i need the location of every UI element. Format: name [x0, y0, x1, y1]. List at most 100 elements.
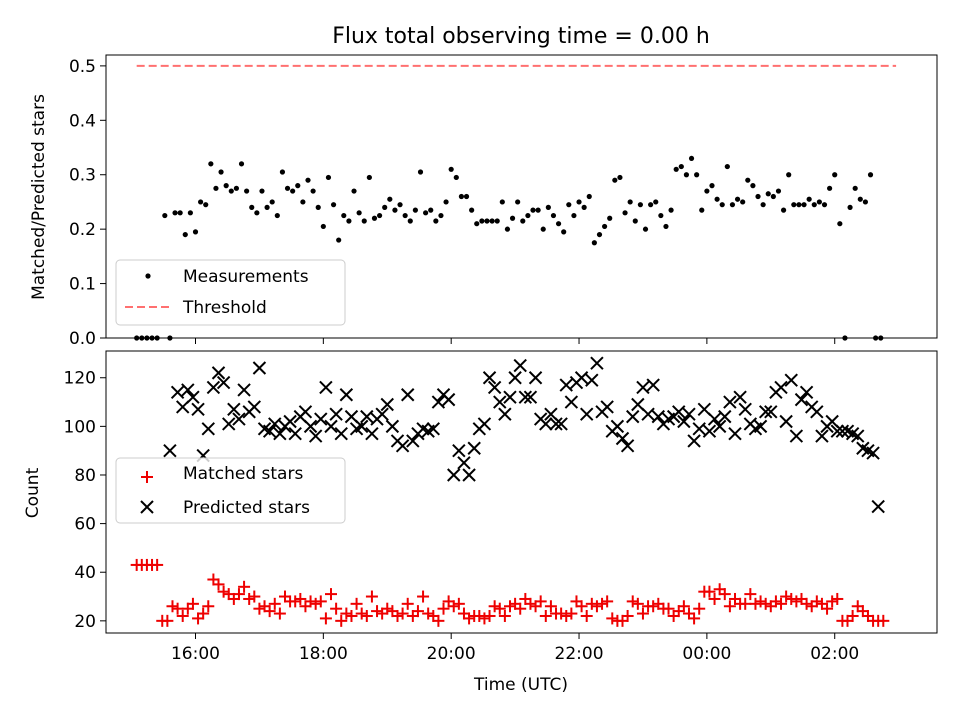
matched-stars-point — [580, 609, 593, 622]
matched-stars-point — [483, 609, 496, 622]
predicted-stars-point — [871, 499, 885, 514]
predicted-stars-point — [308, 429, 323, 443]
top-legend: Measurements Threshold — [115, 259, 346, 326]
predicted-stars-point — [227, 402, 241, 417]
matched-stars-point — [821, 602, 834, 615]
matched-stars-point — [718, 588, 731, 601]
legend-measurements-marker — [145, 273, 151, 279]
measurements-point — [284, 185, 291, 191]
matched-stars-point — [606, 612, 619, 625]
measurements-point — [244, 188, 250, 194]
matched-stars-point — [759, 597, 772, 610]
matched-stars-point — [355, 607, 368, 620]
measurements-point — [704, 188, 710, 194]
matched-stars-point — [775, 597, 788, 610]
matched-stars-point — [294, 592, 307, 605]
predicted-stars-point — [288, 426, 302, 441]
predicted-stars-point — [181, 383, 195, 397]
measurements-point — [504, 226, 511, 232]
measurements-point — [198, 199, 204, 205]
measurements-point — [663, 223, 669, 230]
measurements-point — [837, 221, 843, 227]
matched-stars-point — [273, 607, 286, 620]
predicted-stars-point — [539, 417, 553, 431]
measurements-point — [688, 155, 695, 162]
measurements-point — [249, 204, 255, 210]
matched-stars-point — [831, 592, 844, 605]
matched-stars-point — [493, 602, 506, 615]
measurements-point — [729, 202, 736, 208]
measurements-point — [254, 210, 260, 216]
predicted-stars-point — [447, 468, 461, 482]
measurements-point — [310, 188, 316, 194]
matched-stars-point — [601, 595, 614, 608]
matched-stars-point — [186, 597, 199, 610]
measurements-point — [458, 193, 465, 200]
measurements-point — [315, 204, 321, 210]
measurements-point — [448, 166, 454, 172]
measurements-point — [586, 193, 592, 200]
measurements-point — [520, 218, 526, 224]
measurements-point — [571, 212, 577, 219]
predicted-stars-point — [303, 419, 318, 434]
matched-stars-point — [693, 602, 706, 615]
matched-stars-point — [340, 607, 353, 620]
matched-stars-point — [417, 590, 430, 603]
predicted-stars-point — [692, 422, 706, 436]
measurements-point — [550, 212, 557, 219]
measurements-point — [397, 202, 403, 208]
predicted-stars-point — [528, 371, 543, 385]
measurements-point — [479, 218, 485, 224]
predicted-stars-point — [851, 429, 865, 443]
matched-stars-point — [330, 602, 343, 615]
matched-stars-point — [463, 612, 476, 625]
measurements-point — [535, 207, 541, 213]
measurements-point — [862, 199, 869, 205]
matched-stars-point — [161, 614, 174, 627]
measurements-point — [602, 223, 608, 230]
legend-measurements-label: Measurements — [183, 267, 309, 287]
predicted-stars-point — [170, 385, 185, 400]
matched-stars-point — [319, 612, 332, 625]
measurements-point — [627, 199, 633, 205]
matched-stars-point — [304, 595, 317, 608]
predicted-stars-point — [523, 390, 538, 404]
matched-stars-point — [744, 588, 757, 601]
bottom-x-tick-label: 20:00 — [427, 644, 476, 664]
measurements-point — [376, 212, 383, 219]
matched-stars-point — [232, 588, 245, 601]
measurements-point — [474, 221, 480, 227]
predicted-stars-point — [298, 405, 313, 419]
predicted-stars-point — [753, 419, 768, 434]
measurements-point — [463, 193, 470, 200]
measurements-point — [177, 210, 183, 216]
measurements-point — [796, 202, 802, 208]
predicted-stars-point — [339, 388, 354, 402]
measurements-point — [228, 188, 234, 194]
bottom-x-tick-label: 00:00 — [682, 644, 731, 664]
measurements-point — [816, 199, 822, 205]
measurements-point — [607, 215, 613, 221]
matched-stars-point — [631, 597, 644, 610]
bottom-panel: 16:00 18:00 20:00 22:00 00:00 02:00 20 40 60 80 10… — [23, 350, 938, 695]
measurements-point — [509, 215, 516, 221]
measurements-point — [806, 196, 812, 202]
measurements-point — [469, 207, 475, 213]
matched-stars-point — [739, 597, 752, 610]
measurements-point — [203, 202, 209, 208]
measurements-point — [694, 172, 700, 178]
measurements-point — [192, 229, 199, 235]
measurements-point — [770, 193, 776, 200]
matched-stars-point — [452, 597, 465, 610]
measurements-point — [300, 199, 306, 205]
matched-stars-point — [309, 597, 322, 610]
legend-predicted-label: Predicted stars — [183, 498, 310, 518]
matched-stars-point — [202, 600, 215, 613]
predicted-stars-point — [375, 407, 389, 421]
predicted-stars-point — [799, 385, 814, 400]
chart-title: Flux total observing time = 0.00 h — [332, 24, 710, 49]
predicted-stars-point — [733, 390, 747, 404]
predicted-stars-point — [314, 412, 328, 426]
measurements-point — [351, 188, 357, 194]
matched-stars-point — [248, 590, 261, 603]
